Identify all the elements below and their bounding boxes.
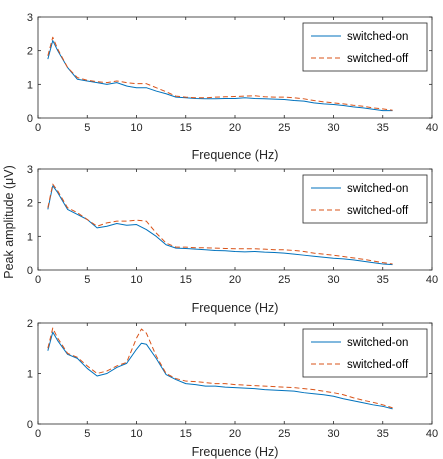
legend: switched-on switched-off (302, 22, 428, 72)
x-tick-label: 10 (130, 428, 142, 440)
legend-box (302, 174, 428, 224)
subplot-1: 0 5 10 15 20 25 30 35 40 0 1 2 3 Frequence (Hz) switch… (27, 12, 438, 162)
legend-label: switched-off (347, 53, 409, 65)
y-tick-label: 1 (27, 79, 33, 91)
y-tick-label: 0 (27, 265, 33, 277)
legend-label: switched-on (347, 337, 408, 349)
x-tick-label: 10 (130, 274, 142, 286)
x-tick-label: 30 (327, 122, 339, 134)
y-tick-label: 0 (27, 113, 33, 125)
y-tick-label: 3 (27, 164, 33, 176)
x-tick-label: 5 (84, 428, 90, 440)
legend-label: switched-on (347, 183, 408, 195)
x-tick-label: 25 (278, 122, 290, 134)
y-tick-label: 1 (27, 231, 33, 243)
y-tick-label: 2 (27, 46, 33, 58)
x-tick-label: 30 (327, 428, 339, 440)
x-tick-label: 30 (327, 274, 339, 286)
x-tick-label: 35 (377, 274, 389, 286)
x-tick-label: 15 (180, 428, 192, 440)
x-tick-label: 5 (84, 122, 90, 134)
y-tick-label: 2 (27, 318, 33, 330)
legend: switched-on switched-off (302, 328, 428, 378)
x-axis-label: Frequence (Hz) (192, 148, 279, 162)
series-line-switched-off (47, 327, 393, 409)
series-line-switched-on (47, 331, 393, 410)
subplot-2: 0 5 10 15 20 25 30 35 40 0 1 2 3 Frequence (Hz) switch… (27, 164, 438, 315)
y-tick-label: 2 (27, 198, 33, 210)
series-line-switched-on (47, 40, 393, 112)
x-tick-label: 25 (278, 428, 290, 440)
x-tick-label: 40 (426, 274, 438, 286)
y-tick-label: 0 (27, 419, 33, 431)
x-tick-label: 35 (377, 122, 389, 134)
x-axis-label: Frequence (Hz) (192, 445, 279, 459)
series-line-switched-off (47, 183, 393, 265)
x-tick-label: 35 (377, 428, 389, 440)
x-tick-label: 20 (229, 122, 241, 134)
subplot-3: 0 5 10 15 20 25 30 35 40 0 1 2 Frequence (Hz) switche… (27, 318, 438, 459)
legend-label: switched-off (347, 205, 409, 217)
y-tick-label: 1 (27, 369, 33, 381)
x-axis-label: Frequence (Hz) (192, 301, 279, 315)
x-tick-label: 0 (35, 122, 41, 134)
shared-y-axis-label: Peak amplitude (μV) (2, 165, 16, 279)
x-tick-label: 15 (180, 274, 192, 286)
x-tick-label: 5 (84, 274, 90, 286)
x-tick-label: 25 (278, 274, 290, 286)
legend-box (302, 22, 428, 72)
x-tick-label: 20 (229, 428, 241, 440)
legend: switched-on switched-off (302, 174, 428, 224)
x-tick-label: 15 (180, 122, 192, 134)
x-tick-label: 20 (229, 274, 241, 286)
x-tick-label: 40 (426, 122, 438, 134)
x-tick-label: 10 (130, 122, 142, 134)
y-tick-label: 3 (27, 12, 33, 24)
legend-box (302, 328, 428, 378)
x-tick-label: 0 (35, 428, 41, 440)
x-tick-label: 40 (426, 428, 438, 440)
legend-label: switched-off (347, 359, 409, 371)
series-line-switched-off (47, 36, 393, 111)
series-line-switched-on (47, 185, 393, 266)
legend-label: switched-on (347, 31, 408, 43)
x-tick-label: 0 (35, 274, 41, 286)
